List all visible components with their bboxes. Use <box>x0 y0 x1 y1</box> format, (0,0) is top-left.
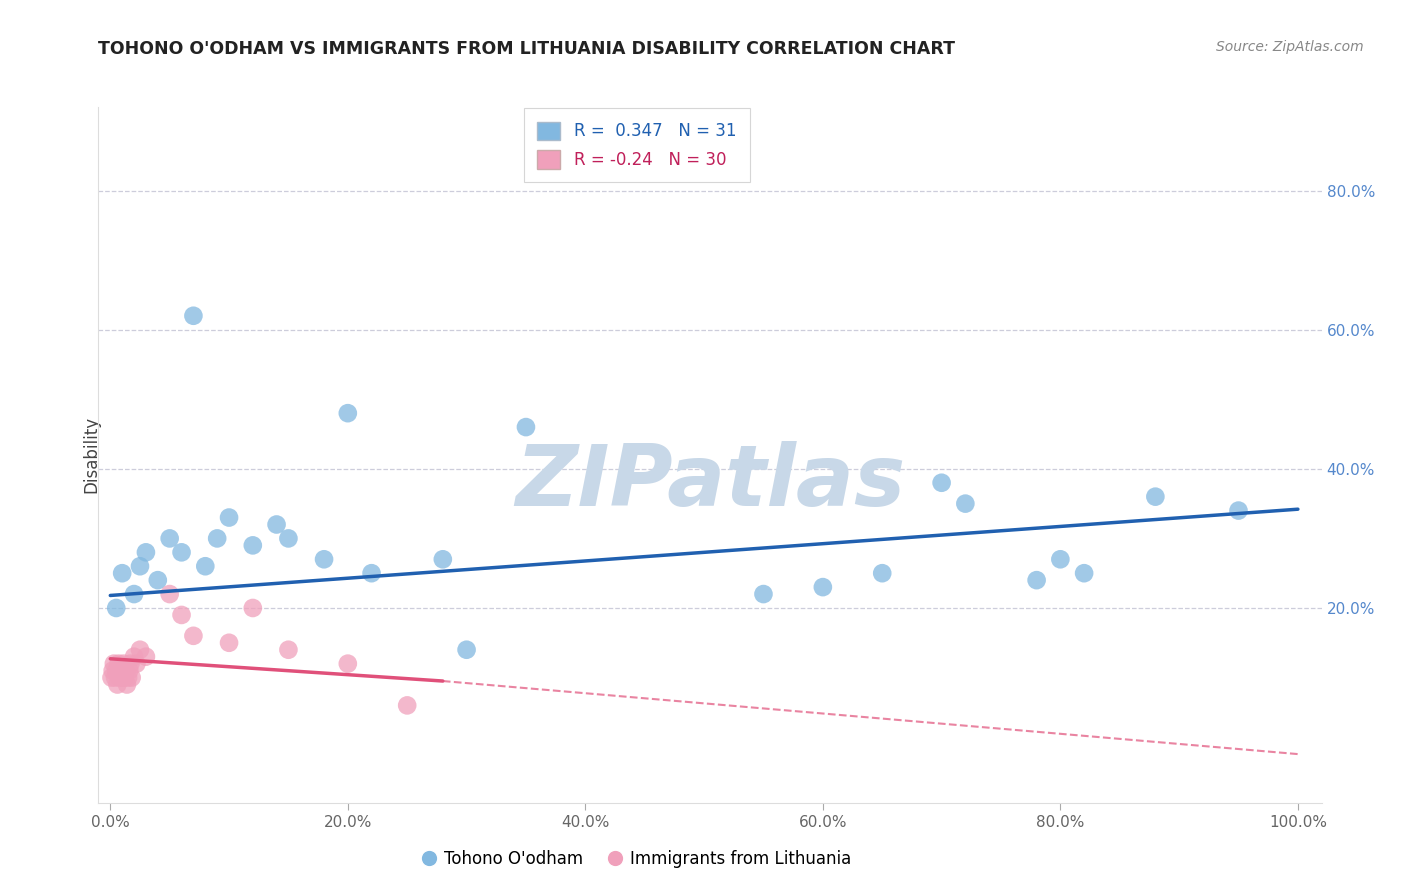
Point <box>870 566 893 581</box>
Point <box>110 664 132 678</box>
Point <box>111 671 134 685</box>
Point <box>146 573 169 587</box>
Point <box>114 671 136 685</box>
Point <box>159 532 181 546</box>
Point <box>107 657 129 671</box>
Point <box>1144 490 1167 504</box>
Point <box>811 580 834 594</box>
Point <box>277 532 299 546</box>
Point <box>117 671 139 685</box>
Point <box>118 664 141 678</box>
Point <box>277 642 299 657</box>
Point <box>931 475 953 490</box>
Point <box>159 587 181 601</box>
Point <box>218 636 240 650</box>
Point <box>112 657 135 671</box>
Point <box>205 532 228 546</box>
Point <box>135 545 157 559</box>
Point <box>170 607 193 622</box>
Point <box>396 698 419 713</box>
Point <box>105 601 128 615</box>
Text: TOHONO O'ODHAM VS IMMIGRANTS FROM LITHUANIA DISABILITY CORRELATION CHART: TOHONO O'ODHAM VS IMMIGRANTS FROM LITHUA… <box>98 40 956 58</box>
Point <box>336 657 359 671</box>
Point <box>129 642 152 657</box>
Point <box>100 671 122 685</box>
Point <box>1227 503 1250 517</box>
Point <box>1073 566 1095 581</box>
Point <box>122 587 145 601</box>
Point <box>120 657 142 671</box>
Point <box>432 552 454 566</box>
Point <box>515 420 537 434</box>
Legend: Tohono O'odham, Immigrants from Lithuania: Tohono O'odham, Immigrants from Lithuani… <box>416 843 858 874</box>
Point <box>121 671 143 685</box>
Point <box>266 517 288 532</box>
Text: Source: ZipAtlas.com: Source: ZipAtlas.com <box>1216 40 1364 54</box>
Point <box>135 649 157 664</box>
Point <box>115 677 138 691</box>
Point <box>105 664 128 678</box>
Point <box>183 629 205 643</box>
Point <box>752 587 775 601</box>
Point <box>107 677 129 691</box>
Point <box>242 601 264 615</box>
Point <box>111 566 134 581</box>
Point <box>242 538 264 552</box>
Y-axis label: Disability: Disability <box>83 417 100 493</box>
Point <box>170 545 193 559</box>
Point <box>955 497 977 511</box>
Text: ZIPatlas: ZIPatlas <box>515 442 905 524</box>
Point <box>1025 573 1047 587</box>
Point <box>1049 552 1071 566</box>
Point <box>336 406 359 420</box>
Point <box>114 664 136 678</box>
Point <box>108 671 131 685</box>
Point <box>101 664 124 678</box>
Point <box>218 510 240 524</box>
Point <box>122 649 145 664</box>
Point <box>360 566 382 581</box>
Point <box>183 309 205 323</box>
Point <box>456 642 478 657</box>
Point <box>125 657 148 671</box>
Point <box>129 559 152 574</box>
Point <box>103 657 125 671</box>
Point <box>312 552 335 566</box>
Point <box>194 559 217 574</box>
Point <box>104 671 127 685</box>
